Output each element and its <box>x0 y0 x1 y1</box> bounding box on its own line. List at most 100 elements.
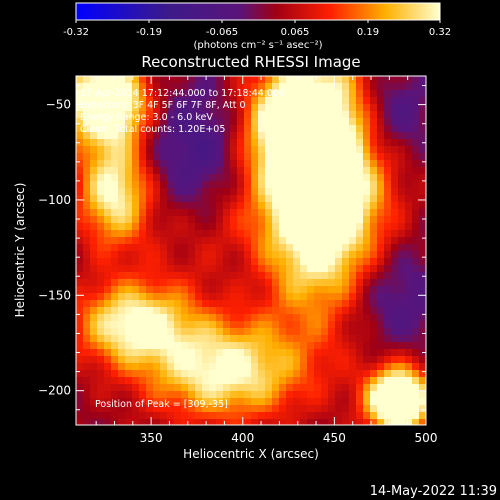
heatmap-cell <box>265 258 273 266</box>
heatmap-cell <box>377 377 385 385</box>
heatmap-cell <box>377 244 385 252</box>
heatmap-cell <box>244 356 252 364</box>
heatmap-cell <box>300 412 308 420</box>
heatmap-cell <box>125 363 133 371</box>
heatmap-cell <box>377 363 385 371</box>
heatmap-cell <box>181 300 189 308</box>
heatmap-cell <box>139 412 147 420</box>
heatmap-cell <box>363 195 371 203</box>
heatmap-cell <box>223 153 231 161</box>
heatmap-cell <box>125 202 133 210</box>
heatmap-cell <box>279 167 287 175</box>
heatmap-cell <box>370 286 378 294</box>
heatmap-cell <box>76 97 84 105</box>
heatmap-cell <box>251 90 259 98</box>
heatmap-cell <box>174 174 182 182</box>
heatmap-cell <box>188 83 196 91</box>
heatmap-cell <box>90 356 98 364</box>
heatmap-cell <box>300 377 308 385</box>
heatmap-cell <box>104 265 112 273</box>
heatmap-cell <box>90 370 98 378</box>
heatmap-cell <box>216 237 224 245</box>
heatmap-cell <box>132 83 140 91</box>
heatmap-cell <box>384 300 392 308</box>
heatmap-cell <box>328 118 336 126</box>
heatmap-cell <box>188 230 196 238</box>
heatmap-cell <box>216 139 224 147</box>
heatmap-cell <box>83 167 91 175</box>
heatmap-cell <box>125 181 133 189</box>
heatmap-cell <box>167 300 175 308</box>
heatmap-cell <box>104 125 112 133</box>
heatmap-cell <box>167 230 175 238</box>
heatmap-cell <box>384 167 392 175</box>
heatmap-cell <box>209 244 217 252</box>
heatmap-cell <box>363 90 371 98</box>
heatmap-cell <box>321 349 329 357</box>
heatmap-cell <box>342 251 350 259</box>
heatmap-cell <box>188 167 196 175</box>
heatmap-cell <box>104 279 112 287</box>
heatmap-cell <box>111 83 119 91</box>
heatmap-cell <box>97 258 105 266</box>
heatmap-cell <box>209 153 217 161</box>
heatmap-cell <box>160 76 168 84</box>
heatmap-cell <box>146 83 154 91</box>
heatmap-cell <box>174 307 182 315</box>
heatmap-cell <box>391 153 399 161</box>
heatmap-cell <box>167 265 175 273</box>
heatmap-cell <box>293 419 301 425</box>
heatmap-cell <box>188 265 196 273</box>
heatmap-cell <box>370 321 378 329</box>
heatmap-cell <box>286 195 294 203</box>
heatmap-cell <box>230 293 238 301</box>
heatmap-cell <box>342 111 350 119</box>
heatmap-cell <box>132 146 140 154</box>
heatmap-cell <box>377 160 385 168</box>
heatmap-cell <box>139 167 147 175</box>
heatmap-cell <box>132 335 140 343</box>
heatmap-cell <box>293 111 301 119</box>
heatmap-cell <box>363 300 371 308</box>
heatmap-cell <box>279 125 287 133</box>
heatmap-cell <box>314 370 322 378</box>
heatmap-cell <box>251 223 259 231</box>
heatmap-cell <box>328 146 336 154</box>
heatmap-cell <box>356 286 364 294</box>
heatmap-cell <box>349 209 357 217</box>
heatmap-cell <box>398 167 406 175</box>
heatmap-cell <box>300 321 308 329</box>
heatmap-cell <box>419 237 426 245</box>
heatmap-cell <box>209 76 217 84</box>
heatmap-cell <box>153 188 161 196</box>
heatmap-cell <box>384 412 392 420</box>
heatmap-cell <box>258 230 266 238</box>
heatmap-cell <box>111 251 119 259</box>
heatmap-cell <box>76 160 84 168</box>
heatmap-cell <box>167 279 175 287</box>
heatmap-cell <box>97 153 105 161</box>
heatmap-cell <box>349 153 357 161</box>
heatmap-cell <box>335 202 343 210</box>
heatmap-cell <box>202 118 210 126</box>
heatmap-cell <box>202 111 210 119</box>
heatmap-cell <box>405 111 413 119</box>
heatmap-cell <box>118 111 126 119</box>
heatmap-cell <box>300 195 308 203</box>
heatmap-cell <box>419 76 426 84</box>
heatmap-cell <box>251 83 259 91</box>
heatmap-cell <box>328 356 336 364</box>
heatmap-cell <box>370 90 378 98</box>
heatmap-cell <box>398 370 406 378</box>
heatmap-cell <box>153 251 161 259</box>
heatmap-cell <box>83 398 91 406</box>
heatmap-cell <box>104 202 112 210</box>
heatmap-cell <box>321 118 329 126</box>
heatmap-cell <box>230 321 238 329</box>
heatmap-cell <box>307 300 315 308</box>
heatmap-cell <box>370 412 378 420</box>
heatmap-cell <box>195 384 203 392</box>
heatmap-cell <box>230 377 238 385</box>
heatmap-cell <box>153 349 161 357</box>
heatmap-cell <box>153 104 161 112</box>
